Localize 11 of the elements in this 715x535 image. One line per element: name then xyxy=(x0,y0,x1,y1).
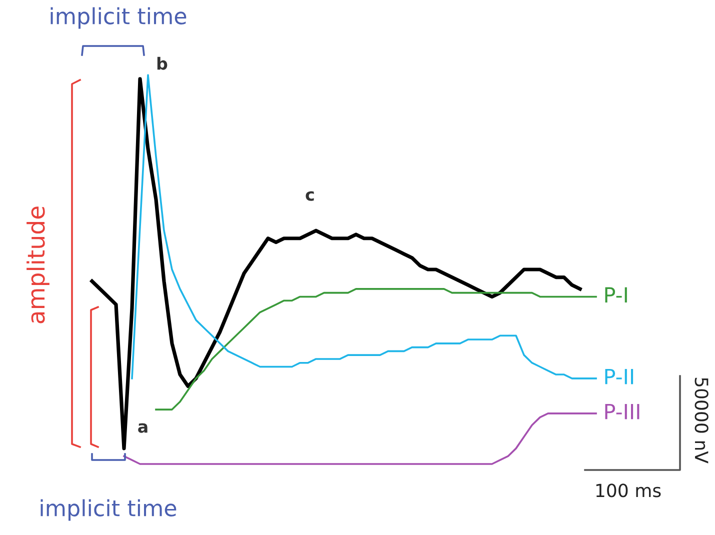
series-label: P-II xyxy=(605,368,634,384)
text: 100 ms xyxy=(596,484,661,498)
text: implicit time xyxy=(50,7,186,29)
series-label: P-III xyxy=(605,404,640,420)
text: implicit time xyxy=(40,499,176,521)
annotation: a xyxy=(138,423,148,433)
annotation: c xyxy=(306,191,314,201)
text: b xyxy=(157,56,168,70)
text: amplitude xyxy=(26,206,50,324)
text: 50000 nV xyxy=(694,378,708,464)
series-label: P-I xyxy=(605,287,627,302)
